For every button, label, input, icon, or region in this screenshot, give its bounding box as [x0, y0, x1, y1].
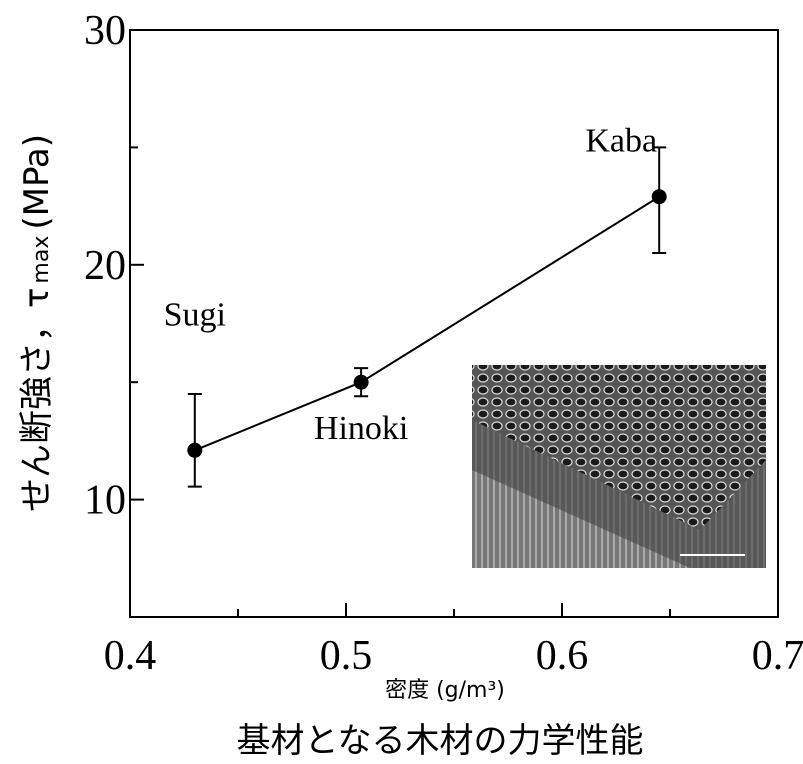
x-tick-label: 0.6	[536, 633, 589, 679]
inset-photo	[472, 365, 766, 568]
y-tick-label: 30	[84, 8, 126, 54]
error-bar	[188, 394, 202, 487]
chart: せん断強さ，τmax(MPa) 密度 (g/m³) 基材となる木材の力学性能 1…	[0, 0, 803, 764]
point-label: Kaba	[585, 123, 657, 160]
y-tick-label: 20	[84, 243, 126, 289]
x-tick-label: 0.7	[752, 633, 803, 679]
point-label: Hinoki	[314, 410, 408, 447]
point	[354, 375, 369, 390]
x-tick-label: 0.5	[320, 633, 373, 679]
y-axis-label: せん断強さ，τmax(MPa)	[17, 134, 57, 512]
point	[187, 443, 202, 458]
x-axis-label: 密度 (g/m³)	[385, 678, 505, 703]
point-label: Sugi	[164, 296, 226, 333]
x-tick-label: 0.4	[104, 633, 157, 679]
y-tick-label: 10	[84, 478, 126, 524]
caption: 基材となる木材の力学性能	[237, 721, 644, 761]
point	[652, 189, 667, 204]
